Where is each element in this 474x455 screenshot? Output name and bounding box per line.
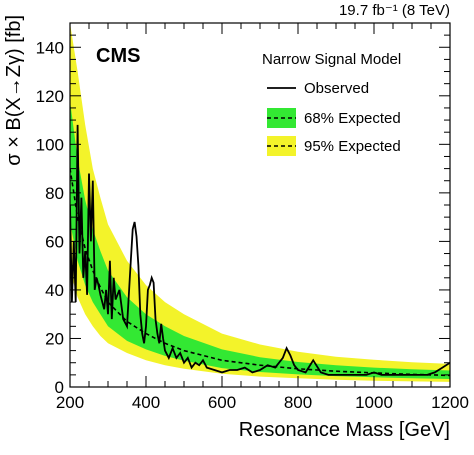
experiment-label: CMS [96, 45, 140, 67]
x-tick-label: 1000 [355, 393, 393, 412]
y-tick-label: 40 [45, 281, 64, 300]
luminosity-label: 19.7 fb⁻¹ (8 TeV) [339, 2, 450, 19]
x-tick-label: 200 [56, 393, 84, 412]
y-tick-label: 20 [45, 329, 64, 348]
legend: Narrow Signal Model Observed 68% Expecte… [262, 51, 401, 156]
x-tick-label: 1200 [431, 393, 469, 412]
x-axis-title: Resonance Mass [GeV] [239, 419, 450, 441]
y-tick-label: 100 [36, 135, 64, 154]
legend-title: Narrow Signal Model [262, 51, 401, 68]
legend-68-label: 68% Expected [304, 110, 401, 127]
y-tick-label: 140 [36, 38, 64, 57]
y-tick-label: 80 [45, 184, 64, 203]
plot-area [70, 23, 450, 382]
legend-95-label: 95% Expected [304, 138, 401, 155]
axis-tick-labels: 200 400 600 800 1000 1200 0 20 40 60 80 100 120 140 [36, 38, 469, 412]
x-tick-label: 800 [284, 393, 312, 412]
observed-line [70, 124, 450, 376]
legend-observed-label: Observed [304, 80, 369, 97]
y-axis-title: σ × B(X→Zγ) [fb] [3, 15, 25, 166]
x-tick-label: 400 [132, 393, 160, 412]
y-tick-label: 120 [36, 87, 64, 106]
x-tick-label: 600 [208, 393, 236, 412]
y-tick-label: 0 [55, 378, 64, 397]
expected-line [70, 168, 450, 377]
y-tick-label: 60 [45, 232, 64, 251]
axis-ticks [69, 22, 451, 388]
